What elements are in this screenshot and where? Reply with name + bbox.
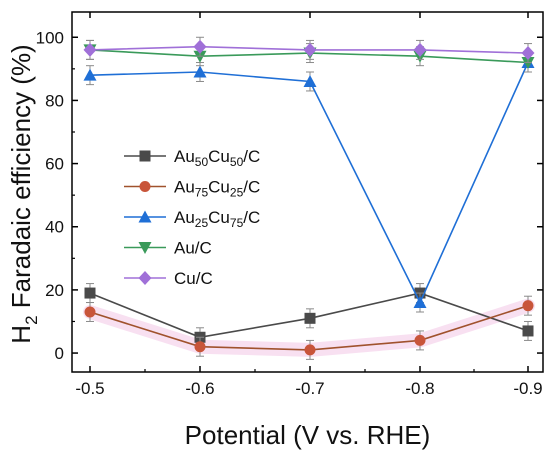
legend-item: Au75Cu25/C <box>124 178 260 200</box>
legend-marker <box>138 210 152 223</box>
legend-item: Au25Cu75/C <box>124 208 260 230</box>
data-point <box>414 334 426 346</box>
legend-label: Au50Cu50/C <box>174 147 260 169</box>
legend-label: Cu/C <box>174 269 213 288</box>
y-tick-label: 60 <box>45 155 64 174</box>
data-point <box>193 65 207 78</box>
series-Au25Cu75/C <box>83 52 535 313</box>
data-point <box>522 325 534 337</box>
plot-frame <box>71 11 544 373</box>
legend-marker <box>139 181 151 192</box>
data-point <box>83 42 97 57</box>
x-tick-label: -0.7 <box>295 379 324 398</box>
data-point <box>413 296 427 309</box>
data-point <box>413 42 427 57</box>
legend-item: Au50Cu50/C <box>124 147 260 169</box>
data-point <box>194 341 206 353</box>
x-tick-label: -0.6 <box>185 379 214 398</box>
series-layer <box>83 36 535 360</box>
axis-titles: Potential (V vs. RHE) H2 Faradaic efficie… <box>6 44 430 450</box>
x-tick-label: -0.8 <box>405 379 434 398</box>
data-point <box>84 287 96 299</box>
legend-label: Au75Cu25/C <box>174 178 260 200</box>
data-point <box>522 300 534 312</box>
series-Au75Cu25/C <box>84 295 534 360</box>
series-Cu/C <box>83 36 535 64</box>
data-point <box>304 344 316 356</box>
legend-marker <box>138 242 152 254</box>
legend-marker <box>138 271 152 285</box>
data-point <box>84 306 96 318</box>
y-tick-label: 40 <box>45 218 64 237</box>
data-point <box>303 74 317 87</box>
legend-item: Au/C <box>124 239 212 258</box>
x-tick-label: -0.9 <box>513 379 542 398</box>
data-point <box>303 42 317 57</box>
data-point <box>521 46 535 61</box>
series-line <box>89 62 529 305</box>
legend-marker <box>139 150 151 162</box>
y-tick-label: 80 <box>45 91 64 110</box>
x-tick-label: -0.5 <box>75 379 104 398</box>
legend: Au50Cu50/C Au75Cu25/C Au25Cu75/C Au/C Cu/C <box>124 147 260 288</box>
y-axis-title: H2 Faradaic efficiency (%) <box>6 44 41 343</box>
legend-label: Au/C <box>174 239 212 258</box>
data-point <box>83 68 97 81</box>
x-axis-title: Potential (V vs. RHE) <box>185 420 431 450</box>
data-point <box>193 39 207 54</box>
data-point <box>304 312 316 324</box>
y-tick-label: 0 <box>55 344 64 363</box>
axes: 0 20 40 60 80 100 -0.5 -0.6 -0.7 -0.8 -0.9 <box>36 11 544 398</box>
legend-label: Au25Cu75/C <box>174 208 260 230</box>
y-tick-label: 100 <box>36 28 64 47</box>
legend-item: Cu/C <box>124 269 213 288</box>
y-tick-label: 20 <box>45 281 64 300</box>
